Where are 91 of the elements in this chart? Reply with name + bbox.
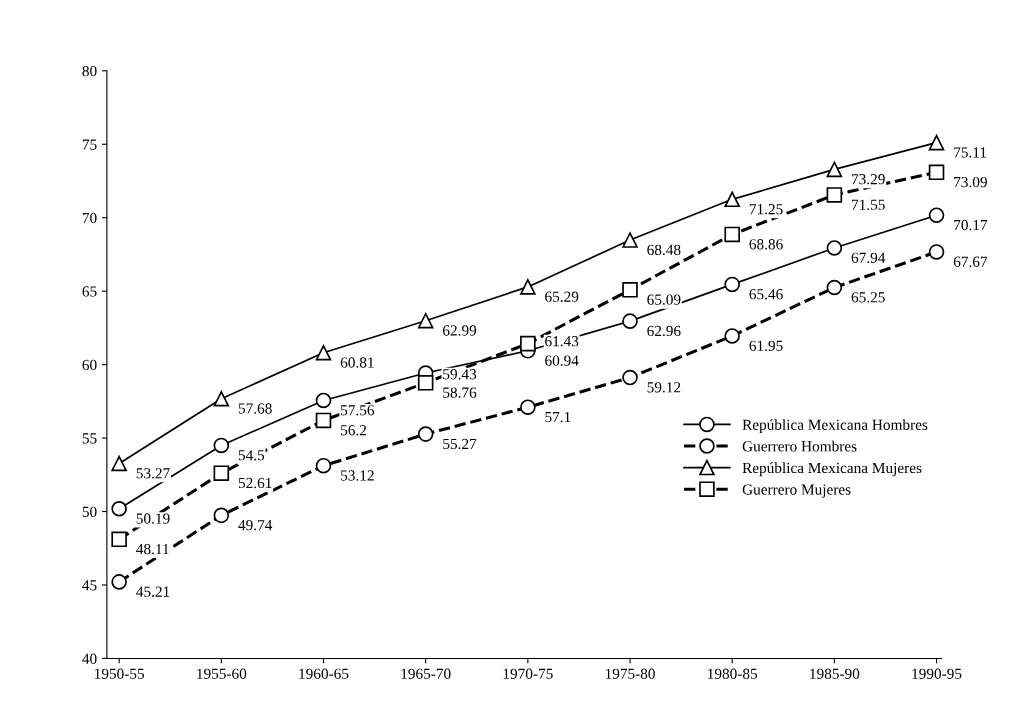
legend-label: República Mexicana Hombres (742, 419, 928, 434)
point (724, 276, 740, 293)
data-label: 67.67 (953, 256, 988, 267)
point (520, 399, 536, 416)
data-label: 52.61 (238, 477, 272, 489)
x-tick-label: 1960-65 (299, 668, 349, 679)
point (417, 426, 434, 442)
point (111, 500, 127, 517)
data-label: 60.94 (545, 355, 579, 366)
point (826, 279, 843, 296)
data-label: 57.68 (238, 403, 272, 414)
point (724, 328, 740, 344)
data-label: 53.12 (341, 470, 374, 481)
data-label: 53.27 (136, 468, 170, 479)
data-label: 68.86 (749, 239, 783, 250)
data-label: 58.76 (443, 387, 477, 398)
point (826, 240, 843, 256)
data-label: 59.43 (443, 369, 477, 380)
data-label: 60.81 (340, 357, 374, 368)
point (826, 161, 843, 178)
x-tick-label: 1990-95 (912, 668, 962, 679)
data-label: 71.25 (749, 204, 783, 215)
x-tick-label: 1985-90 (810, 668, 860, 679)
data-label: 61.43 (545, 336, 579, 347)
x-tick-label: 1955-60 (197, 668, 247, 679)
data-label: 65.09 (647, 294, 681, 305)
data-label: 54.5 (238, 450, 265, 461)
data-label: 65.29 (545, 291, 579, 302)
data-label: 57.56 (341, 405, 375, 416)
data-label: 73.29 (852, 174, 885, 185)
point (417, 375, 434, 391)
point (213, 507, 230, 524)
data-label: 70.17 (954, 219, 988, 231)
x-tick-label: 1980-85 (708, 668, 758, 679)
point (520, 279, 536, 295)
data-label: 68.48 (647, 244, 681, 256)
point (111, 574, 127, 590)
point (315, 392, 332, 409)
point (315, 344, 332, 361)
point (315, 457, 332, 474)
point (928, 134, 945, 151)
point (622, 369, 638, 386)
point (111, 531, 127, 548)
data-label: 75.11 (954, 147, 987, 158)
data-label: 56.2 (341, 425, 367, 436)
point (315, 412, 332, 429)
x-tick-label: 1950-55 (95, 668, 145, 679)
x-tick-label: 1970-75 (503, 668, 553, 679)
data-label: 48.11 (136, 543, 169, 555)
point (928, 244, 945, 260)
point (622, 313, 638, 329)
data-label: 65.25 (851, 292, 885, 303)
y-tick-label: 75 (82, 139, 97, 150)
y-tick-label: 50 (82, 506, 97, 517)
data-label: 45.21 (136, 586, 170, 597)
point (928, 164, 945, 181)
data-label: 50.19 (136, 513, 170, 524)
y-tick-label: 80 (82, 65, 97, 77)
data-label: 71.55 (852, 199, 885, 210)
point (622, 232, 638, 248)
point (520, 335, 536, 352)
x-tick-label: 1975-80 (605, 668, 655, 679)
data-label: 57.1 (545, 411, 571, 423)
data-label: 62.96 (647, 325, 681, 337)
point (111, 455, 127, 472)
data-label: 73.09 (954, 176, 987, 188)
y-tick-label: 55 (82, 433, 97, 444)
data-label: 49.74 (238, 520, 273, 531)
legend-label: Guerrero Hombres (742, 440, 857, 452)
point (928, 207, 945, 223)
legend-label: Guerrero Mujeres (742, 484, 851, 498)
x-tick-label: 1965-70 (401, 668, 451, 679)
y-tick-label: 45 (82, 580, 97, 591)
data-label: 61.95 (749, 340, 783, 351)
data-label: 55.27 (443, 438, 477, 450)
legend-label: República Mexicana Mujeres (742, 462, 922, 477)
y-tick-label: 60 (82, 359, 97, 371)
point (724, 226, 740, 243)
data-label: 65.46 (749, 289, 783, 300)
y-tick-label: 40 (82, 653, 97, 664)
data-label: 59.12 (647, 382, 681, 393)
data-label: 62.99 (443, 325, 477, 336)
point (213, 465, 230, 481)
data-label: 67.94 (851, 252, 886, 263)
point (826, 187, 843, 203)
y-tick-label: 65 (82, 286, 97, 297)
point (213, 437, 230, 454)
point (213, 390, 230, 407)
point (622, 282, 638, 298)
y-tick-label: 70 (82, 212, 97, 224)
point (417, 312, 434, 329)
